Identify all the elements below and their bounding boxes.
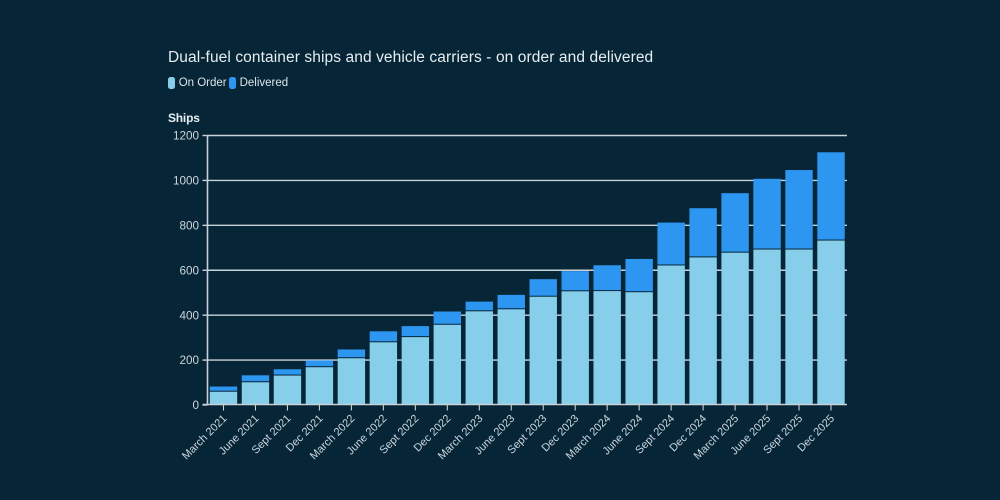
svg-text:1000: 1000 [173, 175, 200, 188]
svg-text:800: 800 [179, 219, 199, 232]
svg-text:1200: 1200 [173, 130, 200, 143]
svg-text:400: 400 [179, 309, 199, 322]
svg-text:200: 200 [179, 354, 199, 367]
svg-text:0: 0 [192, 399, 199, 412]
svg-text:600: 600 [179, 264, 199, 277]
